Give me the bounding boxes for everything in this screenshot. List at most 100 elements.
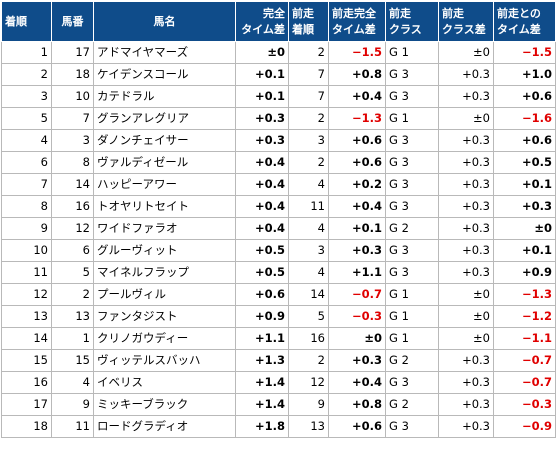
cell-time-diff-vs-prev: ±0 [493, 217, 556, 240]
cell-horse-name: ロードグラディオ [93, 415, 236, 438]
cell-post: 10 [51, 85, 94, 108]
cell-prev-class: G 3 [385, 173, 439, 196]
cell-time-diff-vs-prev: +1.0 [493, 63, 556, 86]
cell-prev-finish: 7 [288, 85, 329, 108]
cell-horse-name: ミッキーブラック [93, 393, 236, 416]
header-prev-finish: 前走 着順 [288, 1, 329, 42]
cell-prev-class: G 3 [385, 415, 439, 438]
cell-time-diff: +0.5 [235, 239, 289, 262]
header-post: 馬番 [51, 1, 94, 42]
cell-time-diff: +1.1 [235, 327, 289, 350]
cell-prev-class: G 3 [385, 129, 439, 152]
cell-post: 6 [51, 239, 94, 262]
cell-horse-name: マイネルフラップ [93, 261, 236, 284]
cell-class-diff: ±0 [438, 283, 494, 306]
cell-finish: 4 [1, 129, 52, 152]
cell-time-diff-vs-prev: +0.1 [493, 239, 556, 262]
cell-prev-time-diff: +0.3 [328, 349, 386, 372]
cell-prev-class: G 1 [385, 305, 439, 328]
header-row: 着順 馬番 馬名 完全 タイム差 前走 着順 前走完全 タイム差 前走 クラス 前走 クラ… [1, 1, 556, 42]
cell-horse-name: トオヤリトセイト [93, 195, 236, 218]
cell-finish: 11 [1, 261, 52, 284]
cell-prev-class: G 1 [385, 107, 439, 130]
cell-finish: 13 [1, 305, 52, 328]
table-row: 8 16 トオヤリトセイト +0.4 11 +0.4 G 3 +0.3 +0.3 [1, 195, 556, 218]
cell-time-diff: +0.4 [235, 151, 289, 174]
cell-time-diff: ±0 [235, 41, 289, 64]
cell-horse-name: ファンタジスト [93, 305, 236, 328]
cell-horse-name: ヴィッテルスバッハ [93, 349, 236, 372]
cell-class-diff: +0.3 [438, 151, 494, 174]
cell-prev-class: G 3 [385, 371, 439, 394]
cell-finish: 6 [1, 151, 52, 174]
cell-horse-name: イベリス [93, 371, 236, 394]
cell-prev-class: G 1 [385, 283, 439, 306]
cell-prev-class: G 1 [385, 327, 439, 350]
cell-class-diff: +0.3 [438, 217, 494, 240]
cell-prev-time-diff: +0.6 [328, 415, 386, 438]
table-body: 1 17 アドマイヤマーズ ±0 2 −1.5 G 1 ±0 −1.5 2 18 ケイデンスコール +0… [1, 41, 556, 438]
cell-time-diff-vs-prev: −1.5 [493, 41, 556, 64]
table-row: 9 12 ワイドファラオ +0.4 4 +0.1 G 2 +0.3 ±0 [1, 217, 556, 240]
cell-prev-time-diff: +0.8 [328, 63, 386, 86]
cell-finish: 9 [1, 217, 52, 240]
cell-class-diff: +0.3 [438, 349, 494, 372]
cell-finish: 18 [1, 415, 52, 438]
cell-prev-class: G 3 [385, 261, 439, 284]
cell-prev-class: G 3 [385, 151, 439, 174]
cell-prev-time-diff: +0.6 [328, 129, 386, 152]
cell-time-diff: +1.4 [235, 393, 289, 416]
cell-prev-time-diff: +0.1 [328, 217, 386, 240]
table-row: 3 10 カテドラル +0.1 7 +0.4 G 3 +0.3 +0.6 [1, 85, 556, 108]
results-table: 着順 馬番 馬名 完全 タイム差 前走 着順 前走完全 タイム差 前走 クラス 前走 クラ… [1, 1, 556, 438]
header-class-diff: 前走 クラス差 [438, 1, 494, 42]
table-row: 15 15 ヴィッテルスバッハ +1.3 2 +0.3 G 2 +0.3 −0.7 [1, 349, 556, 372]
cell-finish: 8 [1, 195, 52, 218]
cell-finish: 14 [1, 327, 52, 350]
cell-time-diff: +0.1 [235, 63, 289, 86]
cell-prev-finish: 9 [288, 393, 329, 416]
cell-post: 12 [51, 217, 94, 240]
cell-class-diff: +0.3 [438, 261, 494, 284]
cell-horse-name: グルーヴィット [93, 239, 236, 262]
cell-post: 11 [51, 415, 94, 438]
cell-class-diff: ±0 [438, 305, 494, 328]
cell-time-diff-vs-prev: −0.7 [493, 349, 556, 372]
cell-horse-name: グランアレグリア [93, 107, 236, 130]
header-horse: 馬名 [93, 1, 236, 42]
table-row: 10 6 グルーヴィット +0.5 3 +0.3 G 3 +0.3 +0.1 [1, 239, 556, 262]
cell-post: 13 [51, 305, 94, 328]
table-row: 1 17 アドマイヤマーズ ±0 2 −1.5 G 1 ±0 −1.5 [1, 41, 556, 64]
cell-class-diff: ±0 [438, 41, 494, 64]
header-finish: 着順 [1, 1, 52, 42]
cell-horse-name: ヴァルディゼール [93, 151, 236, 174]
cell-class-diff: +0.3 [438, 195, 494, 218]
cell-prev-time-diff: +0.3 [328, 239, 386, 262]
cell-prev-finish: 2 [288, 151, 329, 174]
cell-time-diff-vs-prev: +0.9 [493, 261, 556, 284]
cell-post: 16 [51, 195, 94, 218]
table-row: 2 18 ケイデンスコール +0.1 7 +0.8 G 3 +0.3 +1.0 [1, 63, 556, 86]
cell-prev-time-diff: +0.4 [328, 85, 386, 108]
table-row: 5 7 グランアレグリア +0.3 2 −1.3 G 1 ±0 −1.6 [1, 107, 556, 130]
cell-prev-class: G 2 [385, 393, 439, 416]
cell-finish: 7 [1, 173, 52, 196]
cell-prev-finish: 2 [288, 41, 329, 64]
cell-time-diff-vs-prev: −0.7 [493, 371, 556, 394]
cell-post: 5 [51, 261, 94, 284]
cell-horse-name: クリノガウディー [93, 327, 236, 350]
cell-time-diff-vs-prev: −1.3 [493, 283, 556, 306]
cell-post: 4 [51, 371, 94, 394]
cell-finish: 10 [1, 239, 52, 262]
cell-horse-name: アドマイヤマーズ [93, 41, 236, 64]
cell-prev-time-diff: −1.5 [328, 41, 386, 64]
cell-post: 3 [51, 129, 94, 152]
cell-finish: 1 [1, 41, 52, 64]
cell-time-diff-vs-prev: −0.9 [493, 415, 556, 438]
cell-time-diff-vs-prev: +0.5 [493, 151, 556, 174]
table-row: 11 5 マイネルフラップ +0.5 4 +1.1 G 3 +0.3 +0.9 [1, 261, 556, 284]
cell-finish: 16 [1, 371, 52, 394]
cell-prev-finish: 3 [288, 129, 329, 152]
cell-class-diff: +0.3 [438, 63, 494, 86]
cell-class-diff: +0.3 [438, 415, 494, 438]
